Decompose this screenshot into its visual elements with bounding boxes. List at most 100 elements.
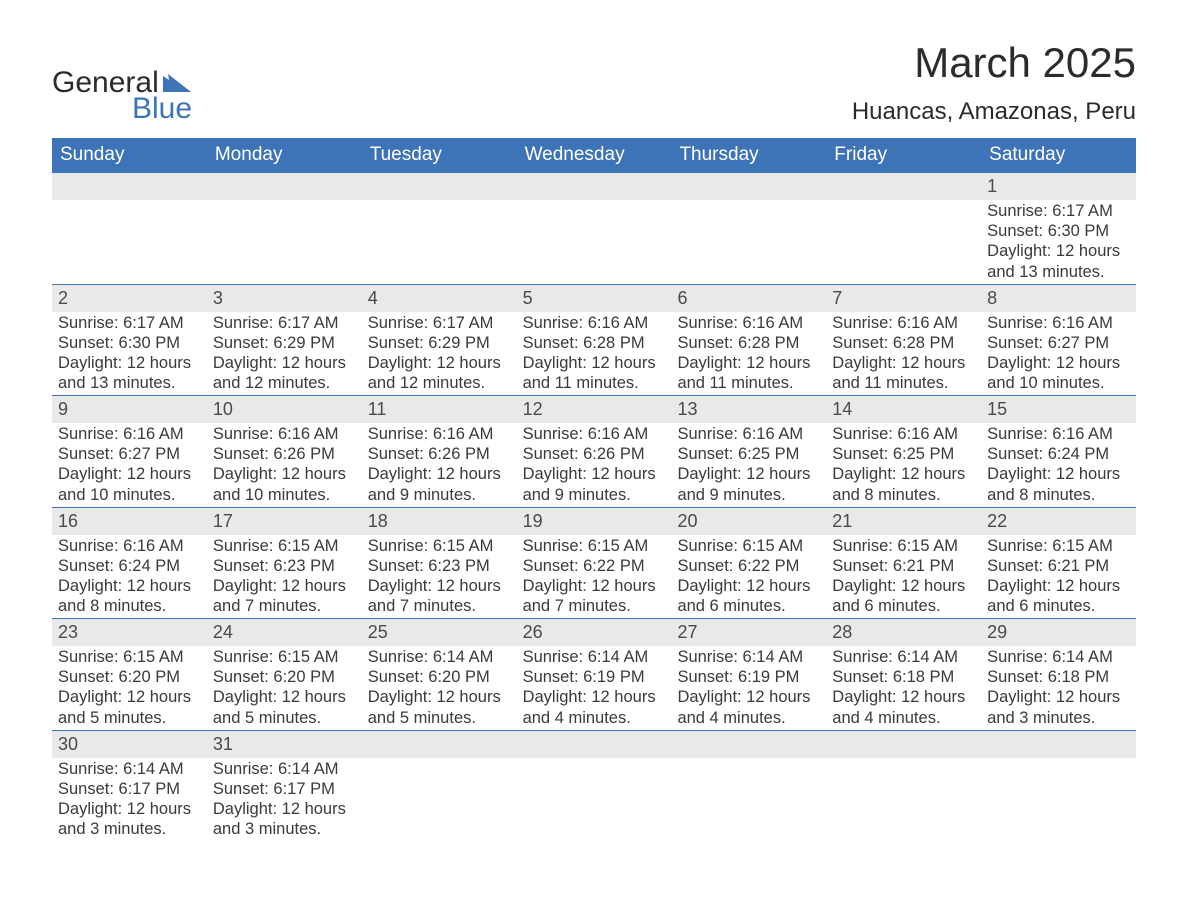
sunrise-line: Sunrise: 6:14 AM (677, 647, 820, 667)
day-body: Sunrise: 6:15 AMSunset: 6:23 PMDaylight:… (362, 535, 517, 619)
weekday-wednesday: Wednesday (517, 138, 672, 173)
week-row: 16Sunrise: 6:16 AMSunset: 6:24 PMDayligh… (52, 508, 1136, 620)
sunrise-line: Sunrise: 6:15 AM (832, 536, 975, 556)
day-body: Sunrise: 6:16 AMSunset: 6:28 PMDaylight:… (671, 312, 826, 396)
day-number: 4 (362, 285, 517, 312)
sunset-line: Sunset: 6:25 PM (832, 444, 975, 464)
sunset-line: Sunset: 6:25 PM (677, 444, 820, 464)
daylight-line-2: and 3 minutes. (987, 708, 1130, 728)
daylight-line-2: and 10 minutes. (213, 485, 356, 505)
day-number: 16 (52, 508, 207, 535)
day-number (517, 173, 672, 200)
day-body (826, 758, 981, 776)
calendar: Sunday Monday Tuesday Wednesday Thursday… (52, 138, 1136, 841)
logo: General Blue (52, 40, 197, 124)
day-body: Sunrise: 6:14 AMSunset: 6:17 PMDaylight:… (52, 758, 207, 842)
sunrise-line: Sunrise: 6:16 AM (58, 424, 201, 444)
daylight-line-1: Daylight: 12 hours (677, 687, 820, 707)
sunrise-line: Sunrise: 6:14 AM (58, 759, 201, 779)
day-cell: 3Sunrise: 6:17 AMSunset: 6:29 PMDaylight… (207, 285, 362, 396)
sunset-line: Sunset: 6:21 PM (832, 556, 975, 576)
daylight-line-2: and 13 minutes. (58, 373, 201, 393)
daylight-line-2: and 13 minutes. (987, 262, 1130, 282)
logo-text-blue: Blue (132, 94, 192, 124)
day-cell: 9Sunrise: 6:16 AMSunset: 6:27 PMDaylight… (52, 396, 207, 507)
day-body (362, 200, 517, 218)
day-number: 20 (671, 508, 826, 535)
daylight-line-2: and 11 minutes. (832, 373, 975, 393)
daylight-line-2: and 6 minutes. (987, 596, 1130, 616)
day-number: 2 (52, 285, 207, 312)
sunrise-line: Sunrise: 6:14 AM (523, 647, 666, 667)
day-cell: 8Sunrise: 6:16 AMSunset: 6:27 PMDaylight… (981, 285, 1136, 396)
day-cell: 30Sunrise: 6:14 AMSunset: 6:17 PMDayligh… (52, 731, 207, 842)
daylight-line-1: Daylight: 12 hours (677, 576, 820, 596)
day-body: Sunrise: 6:14 AMSunset: 6:19 PMDaylight:… (671, 646, 826, 730)
day-number: 13 (671, 396, 826, 423)
sunrise-line: Sunrise: 6:17 AM (368, 313, 511, 333)
day-body: Sunrise: 6:14 AMSunset: 6:17 PMDaylight:… (207, 758, 362, 842)
day-cell: 13Sunrise: 6:16 AMSunset: 6:25 PMDayligh… (671, 396, 826, 507)
daylight-line-1: Daylight: 12 hours (987, 241, 1130, 261)
day-cell: 1Sunrise: 6:17 AMSunset: 6:30 PMDaylight… (981, 173, 1136, 284)
daylight-line-2: and 9 minutes. (677, 485, 820, 505)
daylight-line-2: and 8 minutes. (832, 485, 975, 505)
daylight-line-2: and 8 minutes. (58, 596, 201, 616)
day-body: Sunrise: 6:16 AMSunset: 6:26 PMDaylight:… (362, 423, 517, 507)
sunset-line: Sunset: 6:28 PM (677, 333, 820, 353)
day-number: 1 (981, 173, 1136, 200)
weekday-monday: Monday (207, 138, 362, 173)
sunset-line: Sunset: 6:30 PM (58, 333, 201, 353)
day-cell: 18Sunrise: 6:15 AMSunset: 6:23 PMDayligh… (362, 508, 517, 619)
sunset-line: Sunset: 6:29 PM (213, 333, 356, 353)
day-number: 6 (671, 285, 826, 312)
day-body: Sunrise: 6:14 AMSunset: 6:18 PMDaylight:… (826, 646, 981, 730)
daylight-line-2: and 7 minutes. (213, 596, 356, 616)
sunrise-line: Sunrise: 6:16 AM (987, 313, 1130, 333)
day-number (517, 731, 672, 758)
daylight-line-1: Daylight: 12 hours (523, 464, 666, 484)
sunset-line: Sunset: 6:19 PM (523, 667, 666, 687)
day-cell (207, 173, 362, 284)
week-row: 2 Sunrise: 6:17 AM Sunset: 6:30 PM Daylight… (52, 285, 1136, 397)
day-cell: 29Sunrise: 6:14 AMSunset: 6:18 PMDayligh… (981, 619, 1136, 730)
daylight-line-1: Daylight: 12 hours (987, 464, 1130, 484)
day-cell: 25Sunrise: 6:14 AMSunset: 6:20 PMDayligh… (362, 619, 517, 730)
day-cell (362, 173, 517, 284)
week-row: 1Sunrise: 6:17 AMSunset: 6:30 PMDaylight… (52, 173, 1136, 285)
daylight-line-1: Daylight: 12 hours (523, 353, 666, 373)
sunset-line: Sunset: 6:20 PM (368, 667, 511, 687)
day-cell: 26Sunrise: 6:14 AMSunset: 6:19 PMDayligh… (517, 619, 672, 730)
day-number: 12 (517, 396, 672, 423)
daylight-line-1: Daylight: 12 hours (677, 353, 820, 373)
daylight-line-2: and 5 minutes. (368, 708, 511, 728)
day-body (207, 200, 362, 218)
sunrise-line: Sunrise: 6:14 AM (832, 647, 975, 667)
day-body: Sunrise: 6:16 AMSunset: 6:28 PMDaylight:… (517, 312, 672, 396)
sunset-line: Sunset: 6:24 PM (58, 556, 201, 576)
sunrise-line: Sunrise: 6:15 AM (368, 536, 511, 556)
day-number: 24 (207, 619, 362, 646)
sunset-line: Sunset: 6:22 PM (523, 556, 666, 576)
day-body (517, 758, 672, 776)
daylight-line-2: and 9 minutes. (368, 485, 511, 505)
day-number (362, 731, 517, 758)
day-cell: 15Sunrise: 6:16 AMSunset: 6:24 PMDayligh… (981, 396, 1136, 507)
sunset-line: Sunset: 6:17 PM (213, 779, 356, 799)
day-cell: 17Sunrise: 6:15 AMSunset: 6:23 PMDayligh… (207, 508, 362, 619)
sunset-line: Sunset: 6:24 PM (987, 444, 1130, 464)
header-row: General Blue March 2025 Huancas, Amazona… (52, 40, 1136, 126)
day-body: Sunrise: 6:16 AMSunset: 6:24 PMDaylight:… (52, 535, 207, 619)
weekday-header-row: Sunday Monday Tuesday Wednesday Thursday… (52, 138, 1136, 173)
sunrise-line: Sunrise: 6:17 AM (987, 201, 1130, 221)
day-cell (671, 173, 826, 284)
day-number: 30 (52, 731, 207, 758)
sunset-line: Sunset: 6:23 PM (368, 556, 511, 576)
day-number: 26 (517, 619, 672, 646)
day-number: 23 (52, 619, 207, 646)
day-number: 11 (362, 396, 517, 423)
daylight-line-1: Daylight: 12 hours (58, 464, 201, 484)
day-cell: 27Sunrise: 6:14 AMSunset: 6:19 PMDayligh… (671, 619, 826, 730)
week-row: 30Sunrise: 6:14 AMSunset: 6:17 PMDayligh… (52, 731, 1136, 842)
day-number (826, 173, 981, 200)
